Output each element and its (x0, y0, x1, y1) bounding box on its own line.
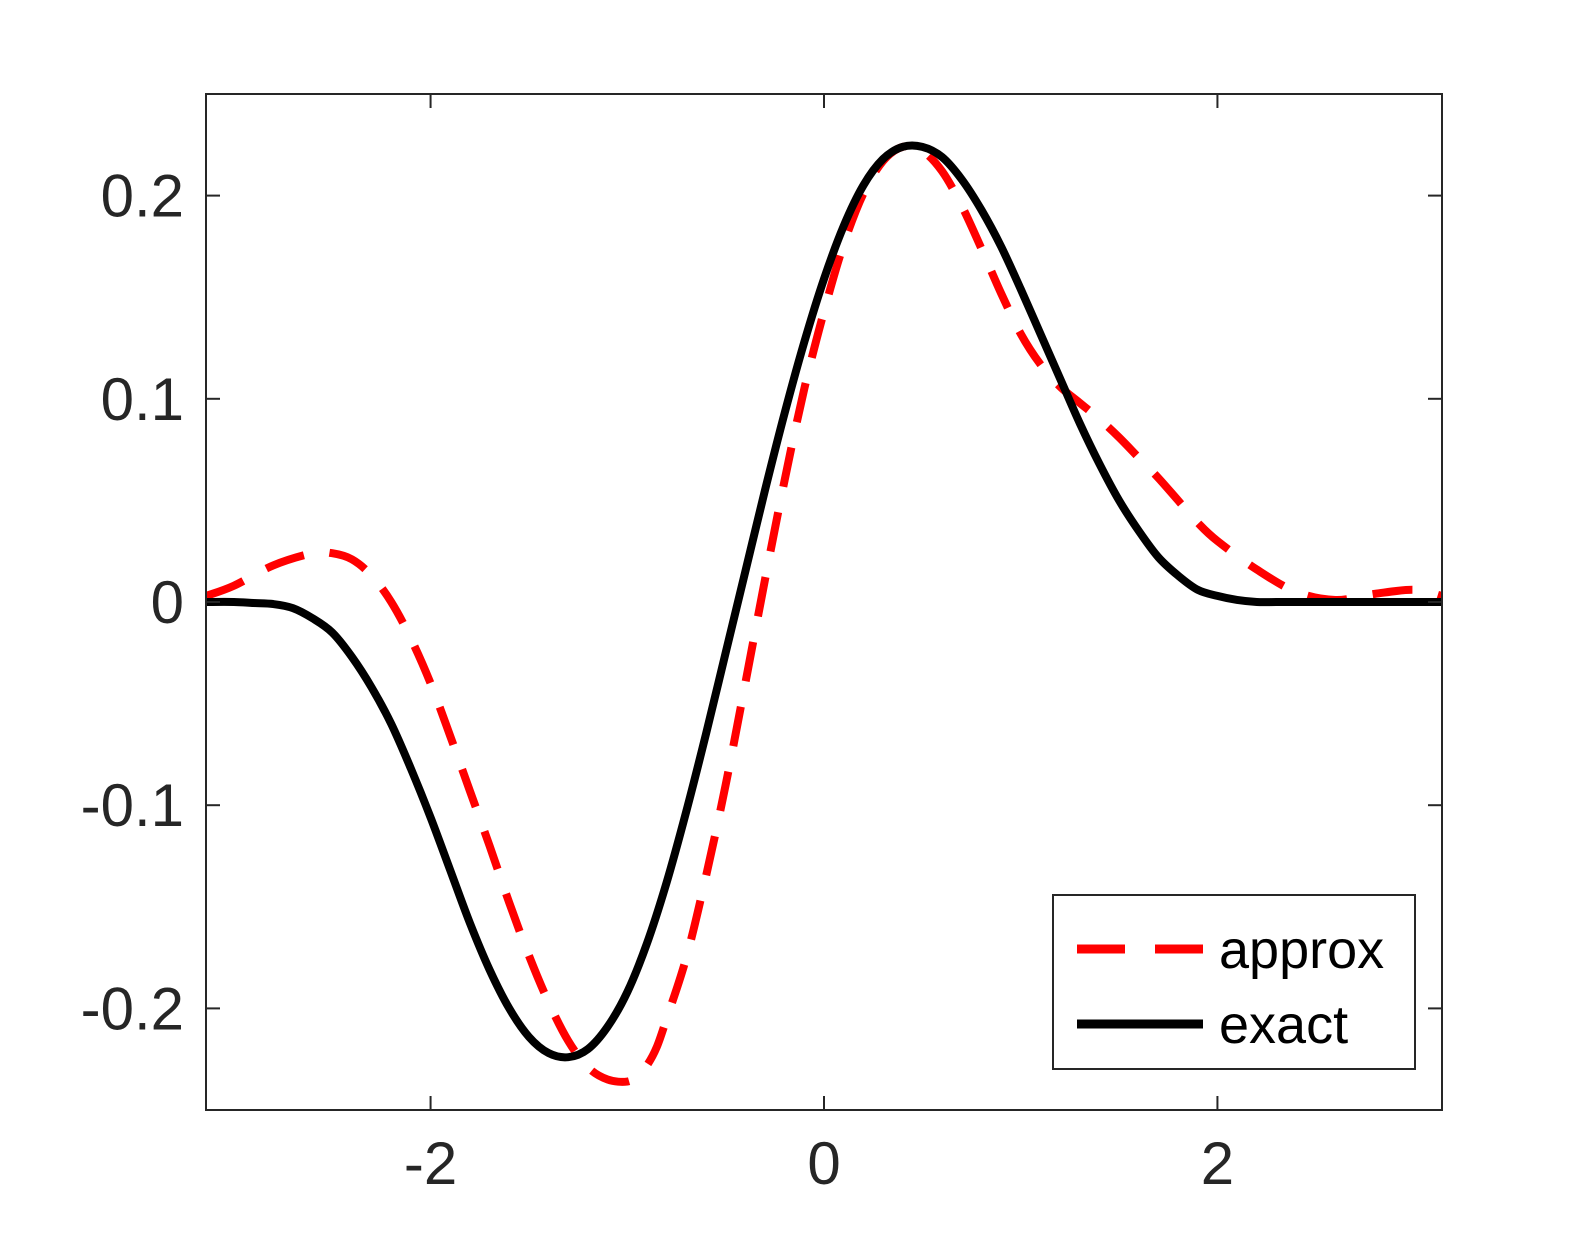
legend-box (1052, 894, 1416, 1070)
y-tick-label: -0.2 (81, 975, 184, 1042)
legend-label-exact: exact (1219, 995, 1348, 1055)
y-tick-label: -0.1 (81, 772, 184, 839)
series-layer (206, 141, 1442, 1086)
series-line-exact (206, 141, 1442, 1062)
legend-label-approx: approx (1219, 920, 1384, 980)
x-tick-label: 0 (807, 1130, 840, 1197)
legend: approx exact (1052, 894, 1416, 1070)
y-tick-label: 0 (151, 569, 184, 636)
plot-area (206, 141, 1442, 1086)
y-tick-label: 0.1 (101, 366, 184, 433)
series-line-approx (206, 142, 1442, 1086)
x-tick-label: -2 (404, 1130, 457, 1197)
axes: -2 0 2 0.2 0.1 0 -0.1 -0.2 (81, 93, 1443, 1197)
y-tick-label: 0.2 (101, 163, 184, 230)
x-tick-label: 2 (1201, 1130, 1234, 1197)
